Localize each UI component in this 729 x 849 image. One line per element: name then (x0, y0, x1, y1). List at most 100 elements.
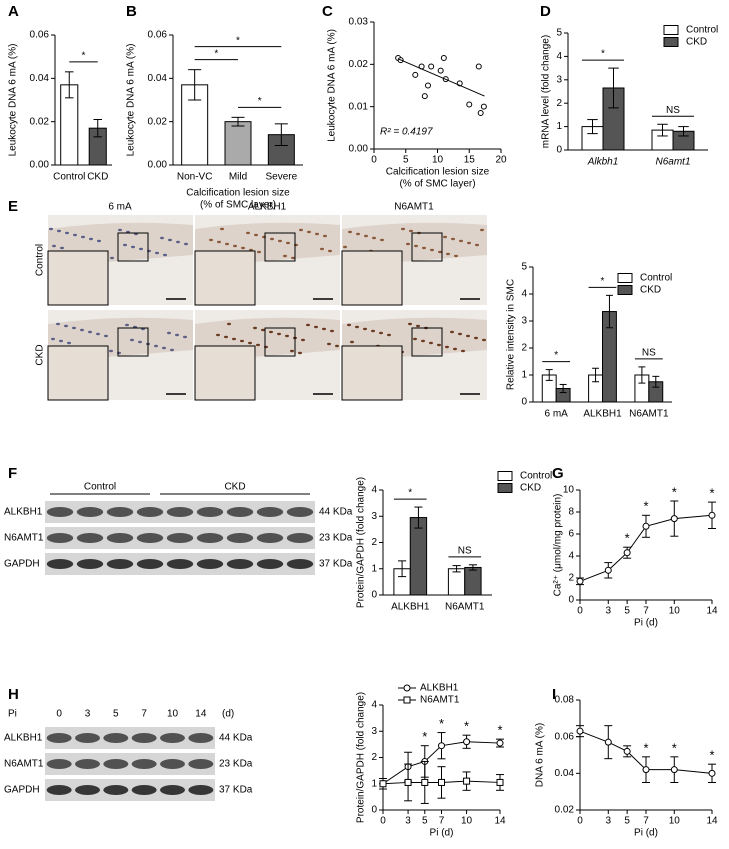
stained-nucleus (256, 343, 260, 347)
significance-label: * (601, 49, 605, 60)
stained-nucleus (320, 247, 324, 251)
panel-label: B (126, 3, 137, 20)
stained-nucleus (118, 228, 122, 232)
y-tick-label: 0.04 (555, 768, 575, 779)
point (424, 82, 431, 89)
legend-label: Control (686, 25, 718, 36)
y-tick-label: 5 (521, 262, 527, 273)
blot-band (286, 533, 314, 543)
point (438, 742, 445, 750)
blot-axis-label: Pi (8, 709, 17, 720)
stained-nucleus (167, 331, 171, 335)
stained-nucleus (347, 323, 351, 327)
y-axis-label: Protein/GAPDH (fold change) (356, 692, 367, 823)
blot-band (76, 507, 104, 517)
x-tick-label: 10 (669, 816, 681, 827)
point (480, 103, 487, 110)
y-tick-label: 4 (556, 51, 562, 62)
significance-label: NS (666, 105, 680, 116)
stained-nucleus (286, 241, 290, 245)
y-tick-label: 4 (371, 485, 377, 496)
stained-nucleus (240, 339, 244, 343)
significance-label: * (422, 729, 427, 744)
point (438, 778, 445, 786)
stained-nucleus (88, 330, 92, 334)
stained-nucleus (64, 324, 68, 328)
y-axis-label: Protein/GAPDH (fold change) (356, 477, 367, 608)
blot-band (286, 507, 314, 517)
y-tick-label: 3 (556, 74, 562, 85)
legend-swatch (617, 285, 633, 295)
stained-nucleus (163, 253, 167, 257)
stained-nucleus (416, 324, 420, 328)
stained-nucleus (227, 322, 231, 326)
blot-band (136, 507, 164, 517)
stained-nucleus (257, 250, 261, 254)
blot-band (46, 733, 72, 743)
blot-size-label: 44 KDa (219, 733, 253, 744)
blot-band (196, 533, 224, 543)
blot-band (106, 559, 134, 569)
point (708, 511, 716, 519)
point (412, 71, 419, 78)
blot-band (106, 533, 134, 543)
stained-nucleus (246, 231, 250, 235)
blot-band (76, 533, 104, 543)
blot-band (75, 785, 100, 795)
stained-nucleus (450, 330, 454, 334)
point (576, 727, 584, 735)
stained-nucleus (131, 245, 135, 249)
fit-line (397, 58, 485, 97)
panel-label: C (322, 3, 333, 20)
stained-nucleus (355, 325, 359, 329)
significance-label: * (439, 716, 444, 731)
stained-nucleus (429, 341, 433, 345)
legend-label: N6AMT1 (420, 695, 460, 706)
point (463, 777, 471, 785)
inset-box (117, 327, 149, 357)
point (404, 778, 412, 786)
significance-label: * (643, 740, 648, 755)
stained-nucleus (57, 229, 61, 233)
point (379, 780, 387, 788)
y-tick-label: 0.00 (349, 144, 369, 155)
stained-nucleus (67, 341, 71, 345)
y-tick-label: 4 (371, 700, 377, 711)
stained-nucleus (155, 251, 159, 255)
stained-nucleus (299, 228, 303, 232)
stained-nucleus (314, 325, 318, 329)
blot-band (76, 559, 104, 569)
significance-label: * (672, 740, 677, 755)
inset (47, 345, 109, 401)
blot-band (46, 507, 74, 517)
blot-row-label: N6AMT1 (4, 533, 44, 544)
stained-nucleus (413, 337, 417, 341)
y-tick-label: 2 (371, 537, 377, 548)
blot-band (196, 507, 224, 517)
point (466, 101, 473, 108)
blot-band (46, 559, 74, 569)
row-label: CKD (35, 344, 46, 365)
blot-band (226, 507, 254, 517)
series-line (579, 514, 713, 582)
stained-nucleus (277, 332, 281, 336)
significance-label: * (82, 50, 86, 61)
blot-band (256, 559, 284, 569)
x-tick-label: 7 (643, 816, 649, 827)
legend-label: Control (520, 471, 552, 482)
stained-nucleus (306, 323, 310, 327)
stained-nucleus (446, 252, 450, 256)
blot-band (160, 785, 185, 795)
x-axis-label: (% of SMC layer) (200, 200, 276, 211)
legend-swatch (497, 471, 513, 481)
panel-label: D (540, 3, 551, 20)
y-tick-label: 2 (371, 752, 377, 763)
blot-band (256, 533, 284, 543)
stained-nucleus (387, 333, 391, 337)
x-tick-label: Severe (265, 172, 297, 183)
inset (194, 250, 256, 306)
blot-band (188, 759, 214, 769)
stained-nucleus (371, 329, 375, 333)
blot-lane-label: 5 (113, 709, 119, 720)
series-line (579, 730, 713, 774)
